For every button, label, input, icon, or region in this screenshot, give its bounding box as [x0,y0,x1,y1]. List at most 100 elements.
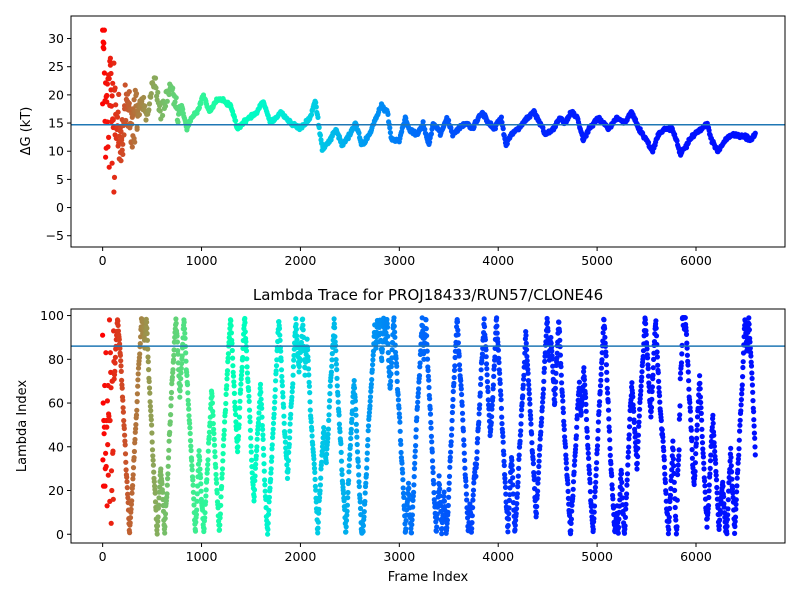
lambda-point [216,527,223,533]
lambda-point [490,386,496,392]
lambda-point [173,316,179,322]
lambda-point [484,379,490,385]
lambda-point [355,458,361,464]
lambda-point [269,442,275,448]
lambda-point [653,325,659,331]
lambda-point [108,520,114,526]
lambda-point [146,385,153,391]
lambda-point [202,510,208,516]
lambda-point [225,355,231,361]
lambda-point [339,471,345,477]
lambda-point [687,399,693,406]
lambda-point [663,490,669,496]
lambda-point [592,494,598,500]
lambda-point [467,501,473,507]
lambda-point [251,487,258,493]
lambda-point [678,370,684,376]
lambda-point [524,358,530,364]
lambda-point [728,445,734,451]
lambda-point [439,531,445,537]
lambda-point [595,419,602,425]
lambda-point [260,432,266,438]
lambda-point [268,458,275,464]
lambda-point [430,469,436,476]
lambda-point [469,526,475,532]
lambda-point [191,502,197,508]
lambda-point [707,471,713,477]
lambda-point [401,494,407,500]
lambda-point [635,453,641,460]
lambda-point [189,463,195,469]
lambda-point [117,352,123,358]
lambda-point [324,451,330,457]
lambda-point [122,451,129,457]
lambda-point [697,380,703,386]
lambda-point [189,467,195,473]
lambda-point [232,407,238,413]
lambda-point [169,381,175,387]
lambda-point [338,441,344,447]
lambda-point [198,481,204,487]
lambda-point [221,436,227,442]
lambda-point [285,458,291,464]
delta-g-point [108,103,115,109]
delta-g-point [313,104,319,110]
delta-g-point [157,108,163,114]
lambda-point [162,530,168,536]
lambda-point [626,424,633,430]
lambda-point [146,378,152,385]
lambda-point [609,473,615,479]
lambda-point [338,449,344,455]
lambda-point [733,497,739,503]
lambda-point [255,420,261,426]
lambda-point [424,348,430,354]
lambda-point [441,498,447,504]
lambda-point [643,328,649,334]
lambda-point [268,466,274,472]
lambda-point [329,351,335,357]
lambda-point [393,355,399,362]
lambda-point [738,397,745,403]
lambda-point [367,398,373,404]
lambda-point [293,321,299,328]
lambda-point [333,357,339,363]
lambda-point [510,491,516,497]
lambda-point [585,445,591,451]
lambda-point [177,388,183,394]
lambda-point [115,328,121,334]
lambda-point [179,353,185,359]
lambda-point [152,490,158,496]
delta-g-point [141,94,147,101]
lambda-point [353,412,359,418]
lambda-point [118,363,124,369]
lambda-point [414,404,420,410]
lambda-point [118,358,124,364]
lambda-point [198,488,204,494]
lambda-point [229,340,235,346]
lambda-point [746,315,752,321]
delta-g-point [142,103,148,109]
delta-g-point [106,134,112,140]
lambda-point [724,523,730,529]
lambda-point [553,370,559,376]
lambda-point [221,427,227,433]
lambda-point [394,378,400,384]
lambda-point [279,378,285,384]
lambda-point [650,372,656,378]
lambda-point [751,417,757,423]
lambda-point [363,480,369,486]
lambda-point [154,531,160,537]
lambda-point [238,372,245,378]
lambda-point [233,411,239,418]
lambda-point [334,367,340,373]
lambda-point [223,391,229,397]
lambda-point [714,484,720,491]
delta-g-point [498,114,504,120]
delta-g-point [356,130,362,136]
lambda-point [702,478,708,484]
lambda-point [384,316,390,323]
lambda-point [503,491,509,497]
lambda-point [473,461,480,467]
lambda-point [182,330,188,336]
